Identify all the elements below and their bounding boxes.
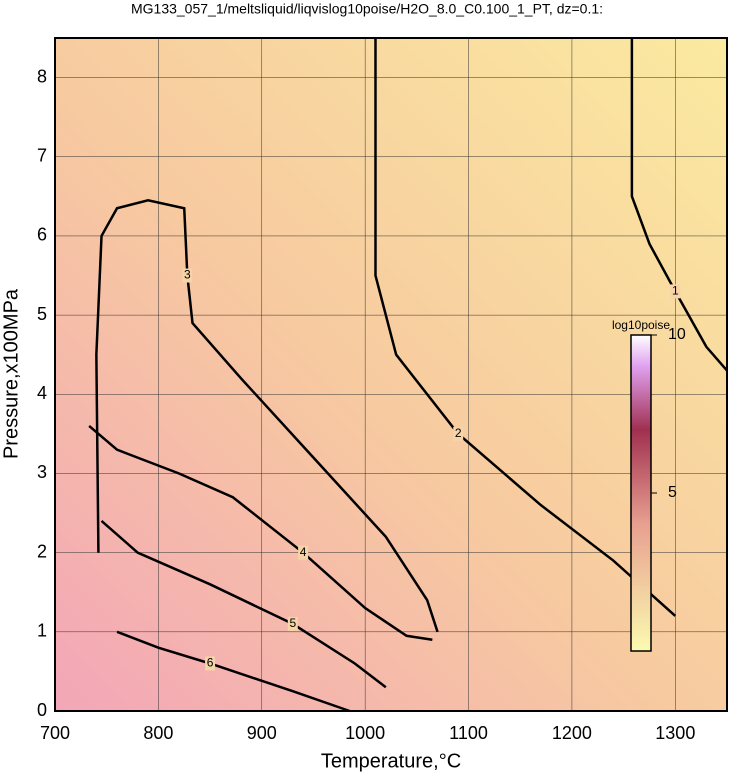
y-tick-label: 6 bbox=[37, 225, 47, 245]
x-axis-label: Temperature,°C bbox=[321, 750, 461, 772]
contour-label: 6 bbox=[207, 656, 214, 670]
colorbar-tick-label: 5 bbox=[668, 484, 677, 501]
colorbar: log10poise 5 10 bbox=[612, 318, 686, 652]
contour-line bbox=[88, 425, 433, 641]
y-tick-label: 0 bbox=[37, 700, 47, 720]
contour-label: 2 bbox=[455, 426, 462, 440]
plot-frame bbox=[54, 37, 728, 712]
grid bbox=[54, 38, 727, 712]
y-tick-label: 2 bbox=[37, 541, 47, 561]
x-tick-label: 900 bbox=[247, 723, 277, 743]
y-tick-label: 3 bbox=[37, 462, 47, 482]
contour-label: 5 bbox=[289, 616, 296, 630]
y-tick-label: 8 bbox=[37, 66, 47, 86]
contour-label-bg bbox=[287, 616, 298, 631]
y-tick-label: 4 bbox=[37, 383, 47, 403]
x-tick-label: 700 bbox=[40, 723, 70, 743]
colorbar-label: log10poise bbox=[612, 318, 670, 332]
contour-label-bg bbox=[670, 284, 681, 299]
contour-label: 4 bbox=[300, 545, 307, 559]
plot-background bbox=[55, 38, 727, 711]
contour-label-bg bbox=[453, 426, 464, 441]
contour-label-bg bbox=[298, 545, 309, 560]
contour-line bbox=[630, 38, 728, 372]
colorbar-tick-label: 10 bbox=[668, 326, 686, 343]
chart-title: MG133_057_1/meltsliquid/liqvislog10poise… bbox=[131, 1, 603, 17]
x-tick-label: 800 bbox=[143, 723, 173, 743]
x-tick-label: 1300 bbox=[655, 723, 695, 743]
contour-label: 3 bbox=[184, 268, 191, 282]
contours: 1 2 3 4 5 6 bbox=[88, 38, 728, 713]
y-tick-label: 1 bbox=[37, 621, 47, 641]
y-axis-label: Pressure,x100MPa bbox=[0, 288, 22, 459]
contour-label-bg bbox=[205, 656, 216, 671]
x-tick-label: 1200 bbox=[552, 723, 592, 743]
x-tick-label: 1000 bbox=[345, 723, 385, 743]
y-tick-label: 7 bbox=[37, 146, 47, 166]
contour-line bbox=[100, 520, 387, 689]
x-tick-label: 1100 bbox=[449, 723, 488, 743]
colorbar-scale bbox=[630, 334, 652, 652]
contour-label-bg bbox=[182, 268, 193, 283]
contour-label: 1 bbox=[672, 284, 679, 298]
y-tick-label: 5 bbox=[37, 304, 47, 324]
